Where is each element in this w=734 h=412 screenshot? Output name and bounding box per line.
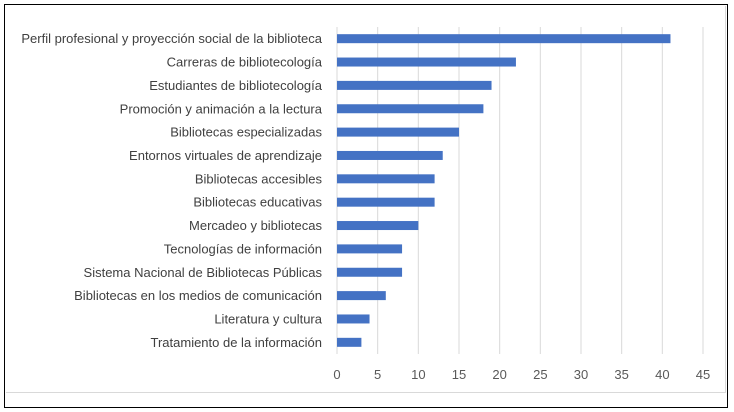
category-label: Bibliotecas accesibles [195, 171, 323, 186]
x-tick-label: 25 [533, 367, 547, 382]
category-label: Literatura y cultura [214, 311, 322, 326]
category-label: Mercadeo y bibliotecas [189, 218, 322, 233]
x-tick-label: 40 [655, 367, 669, 382]
category-label: Sistema Nacional de Bibliotecas Públicas [84, 265, 323, 280]
x-tick-label: 20 [492, 367, 506, 382]
chart-area-border [6, 6, 726, 393]
category-label: Entornos virtuales de aprendizaje [129, 148, 322, 163]
category-label: Bibliotecas en los medios de comunicació… [74, 288, 322, 303]
bar [337, 80, 492, 90]
category-label: Promoción y animación a la lectura [120, 101, 323, 116]
bar [337, 314, 370, 324]
x-tick-label: 5 [374, 367, 381, 382]
category-label: Estudiantes de bibliotecología [149, 78, 323, 93]
bar [337, 104, 484, 114]
category-label: Bibliotecas educativas [193, 195, 322, 210]
bar [337, 150, 443, 160]
category-label: Bibliotecas especializadas [170, 125, 322, 140]
x-tick-label: 0 [333, 367, 340, 382]
bar [337, 127, 459, 137]
category-label: Tratamiento de la información [151, 335, 323, 350]
bar [337, 291, 386, 301]
x-tick-label: 30 [574, 367, 588, 382]
chart-frame [4, 4, 728, 408]
bar [337, 244, 403, 254]
category-label: Tecnologías de información [164, 241, 322, 256]
x-tick-label: 35 [614, 367, 628, 382]
x-tick-label: 15 [452, 367, 466, 382]
category-label: Carreras de bibliotecología [167, 55, 323, 70]
bar [337, 267, 403, 277]
x-tick-label: 45 [696, 367, 710, 382]
bar [337, 34, 671, 44]
bar [337, 57, 516, 67]
x-tick-label: 10 [411, 367, 425, 382]
bar [337, 174, 435, 184]
category-label: Perfil profesional y proyección social d… [21, 31, 322, 46]
bar [337, 221, 419, 231]
bar [337, 337, 362, 347]
bar [337, 197, 435, 207]
